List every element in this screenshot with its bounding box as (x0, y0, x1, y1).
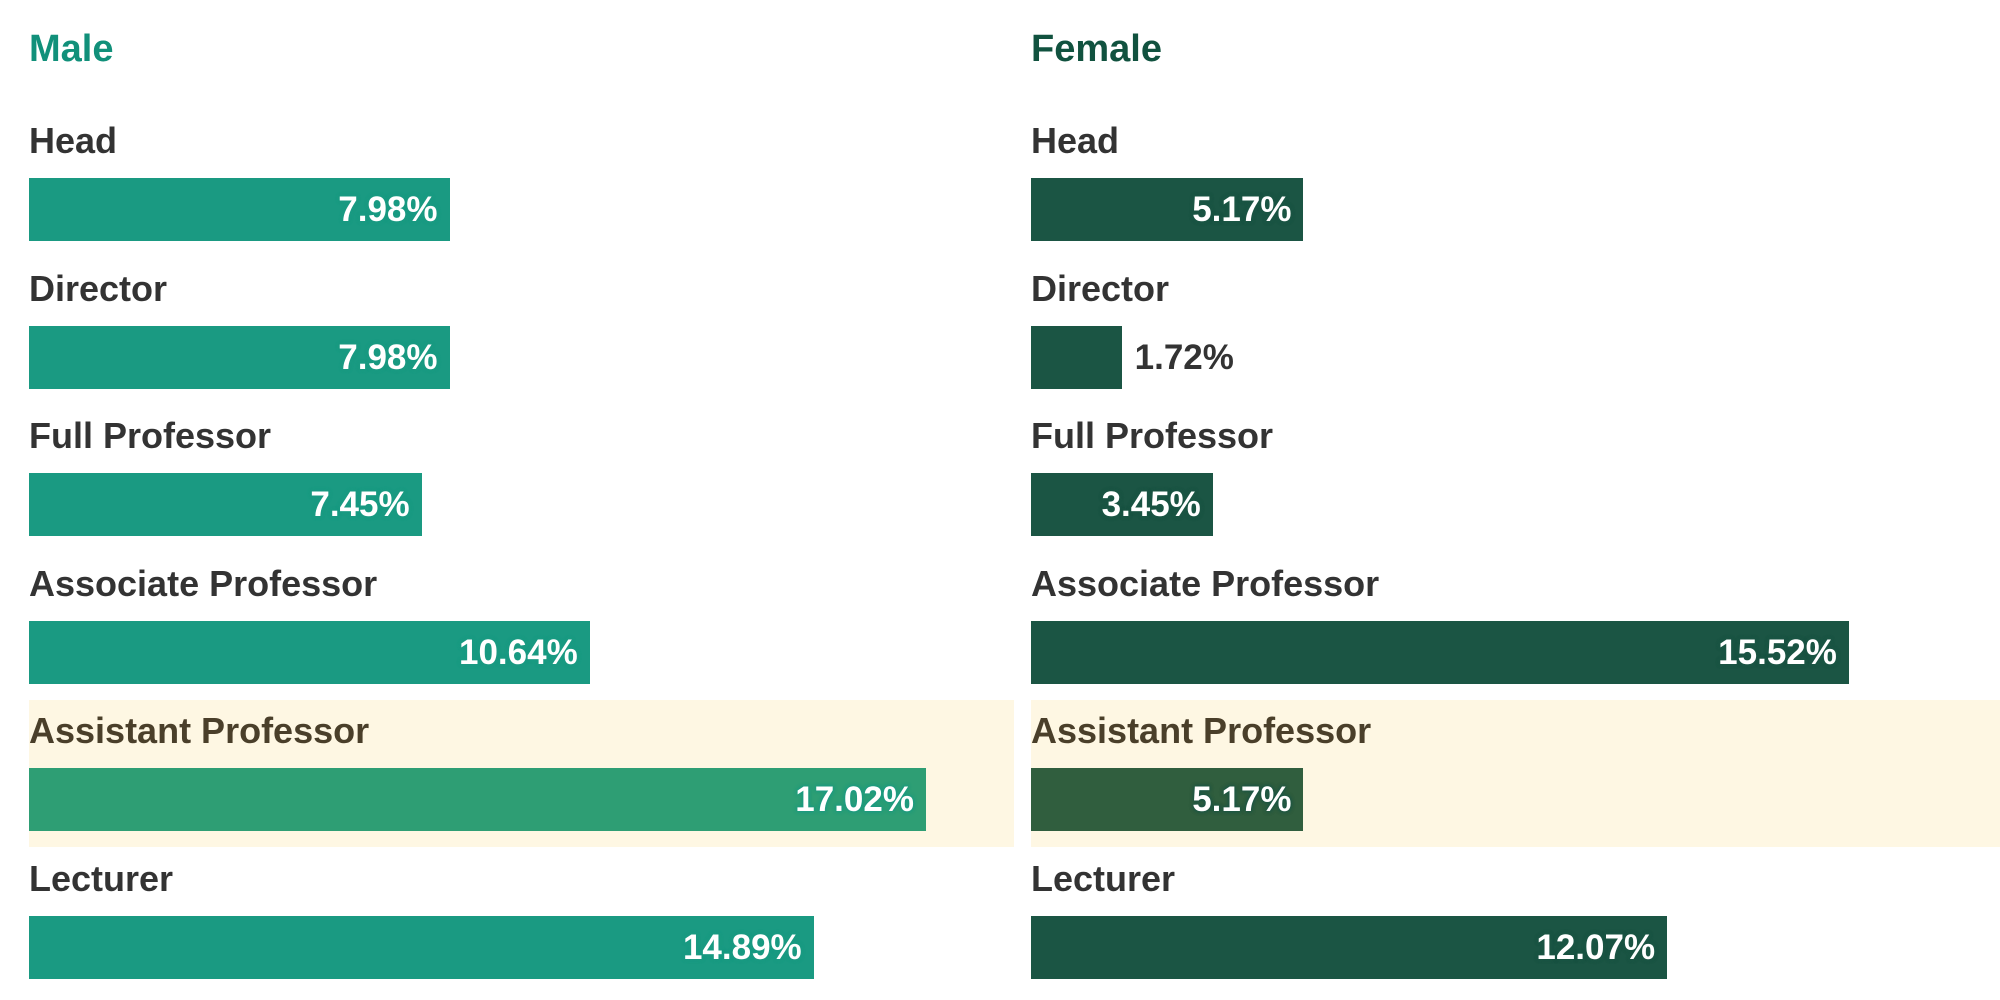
male-bar (29, 325, 450, 389)
male-row: Assistant Professor 17.02% (29, 700, 1014, 847)
male-category-label: Director (29, 267, 168, 309)
male-bar (29, 178, 450, 241)
female-bar (1031, 325, 1122, 389)
male-value-label: 17.02% (795, 780, 914, 819)
male-bar (29, 915, 814, 979)
female-bar (1031, 768, 1304, 831)
female-category-label: Head (1031, 120, 1120, 161)
male-category-label: Head (29, 120, 118, 161)
male-value-label: 7.45% (310, 485, 410, 524)
female-value-label: 5.17% (1192, 780, 1292, 819)
female-title: Female (1031, 28, 1162, 70)
female-row: Assistant Professor 5.17% (1031, 700, 2000, 847)
male-category-label: Lecturer (29, 857, 174, 899)
female-bar (1031, 178, 1304, 241)
female-category-label: Director (1031, 267, 1170, 309)
female-row: Full Professor 3.45% (1031, 405, 2000, 552)
male-row: Associate Professor 10.64% (29, 553, 1014, 700)
female-row: Head 5.17% (1031, 110, 2000, 257)
male-panel: Male Head 7.98% Director 7.98% Full Professo… (29, 0, 1014, 1000)
female-value-label: 15.52% (1718, 632, 1837, 672)
female-value-label: 3.45% (1101, 485, 1201, 524)
male-value-label: 14.89% (682, 927, 802, 967)
male-value-label: 7.98% (338, 337, 438, 377)
female-category-label: Lecturer (1031, 857, 1176, 899)
female-value-label: 5.17% (1192, 190, 1292, 229)
male-category-label: Full Professor (29, 415, 272, 456)
male-row: Lecturer 14.89% (29, 848, 1014, 995)
male-category-label: Associate Professor (29, 562, 378, 604)
female-row: Director 1.72% (1031, 258, 2000, 405)
female-row: Lecturer 12.07% (1031, 848, 2000, 995)
female-category-label: Assistant Professor (1031, 710, 1372, 751)
male-row: Head 7.98% (29, 110, 1014, 257)
male-title: Male (29, 28, 114, 70)
female-value-label: 12.07% (1536, 927, 1656, 967)
female-value-label: 1.72% (1134, 337, 1234, 377)
female-category-label: Associate Professor (1031, 562, 1380, 604)
female-row: Associate Professor 15.52% (1031, 553, 2000, 700)
male-value-label: 7.98% (338, 190, 438, 229)
female-bar (1031, 915, 1668, 979)
male-value-label: 10.64% (459, 632, 578, 672)
female-panel: Female Head 5.17% Director 1.72% Full Profes… (1031, 0, 2000, 1000)
female-bar (1031, 473, 1213, 536)
female-category-label: Full Professor (1031, 415, 1274, 456)
female-bar (1031, 620, 1849, 684)
male-row: Full Professor 7.45% (29, 405, 1014, 552)
male-bar (29, 768, 926, 831)
male-category-label: Assistant Professor (29, 710, 370, 751)
male-row: Director 7.98% (29, 258, 1014, 405)
male-bar (29, 620, 590, 684)
male-bar (29, 473, 422, 536)
